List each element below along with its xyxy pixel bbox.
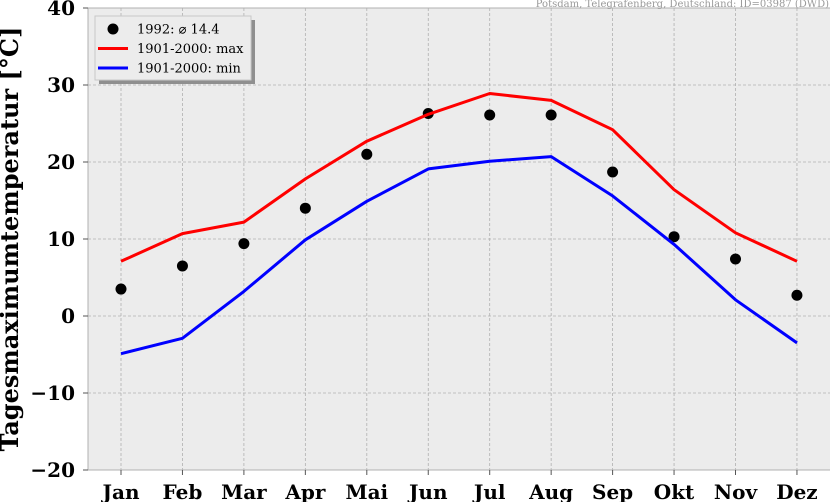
x-tick-label: Jan	[101, 480, 140, 502]
data-point	[545, 109, 557, 121]
data-point	[361, 148, 373, 160]
y-axis-label: Tagesmaximumtemperatur [°C]	[0, 27, 24, 452]
x-tick-label: Jul	[472, 480, 506, 502]
x-tick-label: Jun	[407, 480, 448, 502]
x-tick-label: Sep	[592, 480, 633, 502]
y-axis: −20 −10 0 10 20 30 40	[30, 0, 88, 482]
x-tick-label: Dez	[776, 480, 817, 502]
data-point	[176, 260, 188, 272]
data-point	[115, 283, 127, 295]
y-tick-label: −20	[30, 458, 75, 482]
y-tick-label: 40	[47, 0, 75, 20]
y-tick-label: 20	[47, 150, 75, 174]
data-point	[607, 166, 619, 178]
x-tick-label: Aug	[528, 480, 573, 502]
legend-label: 1901-2000: max	[137, 42, 244, 57]
legend-marker	[107, 23, 119, 35]
x-tick-label: Mai	[345, 480, 388, 502]
data-point	[299, 202, 311, 214]
legend: 1992: ⌀ 14.4 1901-2000: max 1901-2000: min	[94, 15, 255, 84]
legend-label: 1901-2000: min	[137, 62, 242, 77]
y-tick-label: 10	[47, 227, 75, 251]
y-tick-label: 0	[61, 304, 75, 328]
series-line	[120, 155, 798, 356]
series	[115, 92, 803, 356]
data-point	[668, 231, 680, 243]
series-line	[120, 92, 798, 263]
source-note: Potsdam, Telegrafenberg, Deutschland: ID…	[536, 0, 829, 10]
y-tick-label: 30	[47, 73, 75, 97]
y-tick-label: −10	[30, 381, 75, 405]
data-point	[484, 109, 496, 121]
x-tick-label: Mar	[221, 480, 267, 502]
data-point	[791, 289, 803, 301]
x-axis: Jan Feb Mar Apr Mai Jun Jul Aug Sep Okt Nov Dez	[101, 470, 818, 502]
data-point	[238, 238, 250, 250]
data-point	[730, 253, 741, 265]
x-tick-label: Feb	[163, 480, 203, 502]
legend-label: 1992: ⌀ 14.4	[137, 23, 220, 38]
x-tick-label: Okt	[654, 480, 695, 502]
x-tick-label: Apr	[284, 480, 326, 502]
x-tick-label: Nov	[714, 480, 759, 502]
